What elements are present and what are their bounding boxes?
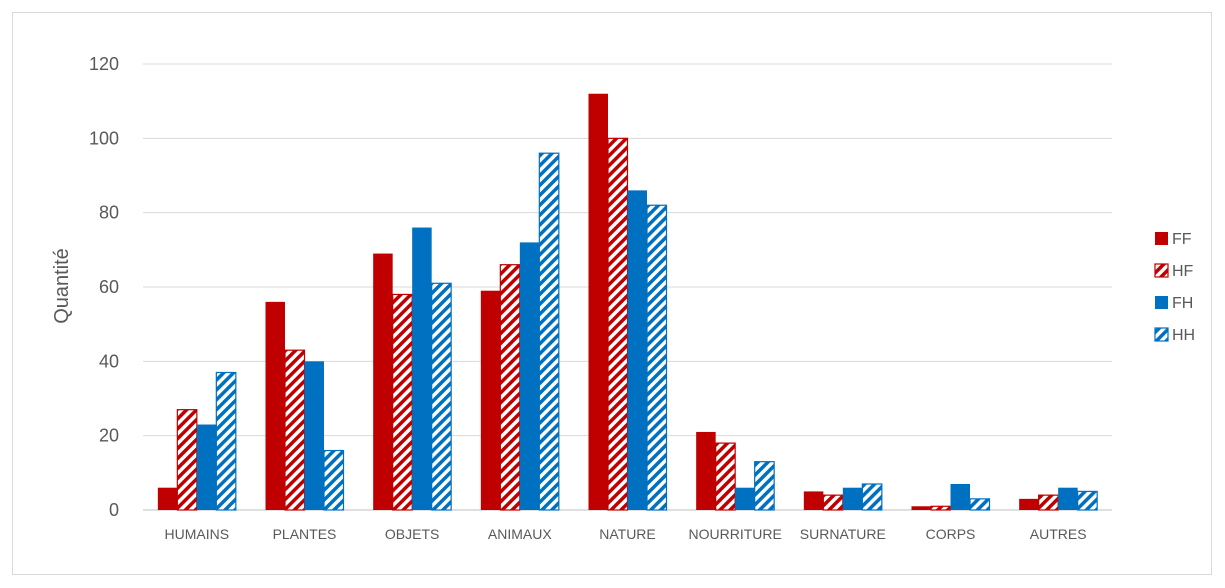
bar-fh-corps — [950, 483, 970, 510]
bar-hh-objets — [431, 282, 452, 511]
bar-fh-animaux — [519, 242, 540, 510]
y-tick-label: 60 — [99, 277, 119, 297]
bar-fh-plantes — [304, 361, 324, 510]
legend-label-hf: HF — [1172, 263, 1194, 280]
x-tick-label: HUMAINS — [165, 526, 230, 542]
x-tick-label: ANIMAUX — [488, 526, 552, 542]
y-axis-ticks: 0 20 40 60 80 100 120 — [89, 54, 119, 520]
bar-fh-autres — [1058, 487, 1078, 510]
bar-hf-corps — [930, 505, 952, 511]
bar-ff-surnature — [803, 491, 824, 510]
bar-hh-autres — [1077, 490, 1098, 511]
bar-hf-surnature — [822, 494, 844, 511]
x-tick-label: SURNATURE — [800, 526, 886, 542]
bar-hh-animaux — [538, 152, 560, 511]
bar-hf-animaux — [499, 264, 521, 511]
bar-hf-nourriture — [715, 442, 736, 511]
bar-hh-surnature — [861, 483, 883, 511]
x-tick-label: NATURE — [599, 526, 656, 542]
bar-ff-nature — [588, 93, 608, 510]
legend-swatch-hh — [1154, 327, 1169, 342]
bar-ff-animaux — [480, 290, 501, 510]
x-tick-label: PLANTES — [273, 526, 337, 542]
bar-hh-plantes — [323, 449, 345, 511]
bar-hf-plantes — [284, 349, 306, 511]
bar-hf-objets — [392, 293, 413, 511]
y-axis-label: Quantité — [51, 248, 73, 324]
legend-swatch-ff — [1155, 232, 1168, 245]
bar-hh-humains — [215, 371, 237, 511]
bar-fh-nourriture — [735, 487, 755, 510]
bar-hf-autres — [1038, 494, 1059, 511]
bar-hh-corps — [969, 498, 991, 511]
bar-fh-objets — [412, 227, 432, 511]
bar-fh-humains — [196, 424, 217, 510]
bar-ff-objets — [373, 253, 393, 511]
bar-fh-surnature — [842, 487, 863, 510]
y-tick-label: 100 — [89, 128, 119, 148]
bar-hf-nature — [607, 137, 629, 511]
legend-label-fh: FH — [1172, 295, 1193, 312]
x-tick-label: OBJETS — [385, 526, 439, 542]
x-tick-label: NOURRITURE — [688, 526, 781, 542]
legend: FF HF FH HH — [1154, 231, 1195, 344]
x-axis-labels: HUMAINS PLANTES OBJETS ANIMAUX NATURE NOURRIT… — [165, 526, 1087, 542]
x-tick-label: AUTRES — [1030, 526, 1087, 542]
y-tick-label: 0 — [109, 500, 119, 520]
legend-label-hh: HH — [1172, 327, 1195, 344]
bar-ff-nourriture — [696, 431, 716, 510]
bar-ff-plantes — [265, 301, 285, 510]
y-tick-label: 20 — [99, 426, 119, 446]
legend-swatch-hf — [1154, 263, 1169, 278]
y-tick-label: 80 — [99, 203, 119, 223]
y-tick-label: 120 — [89, 54, 119, 74]
legend-swatch-fh — [1155, 296, 1168, 309]
bar-ff-humains — [157, 487, 178, 510]
bar-ff-corps — [911, 506, 931, 510]
y-tick-label: 40 — [99, 351, 119, 371]
bar-hf-humains — [176, 409, 198, 511]
bar-hh-nature — [646, 204, 668, 511]
bar-hh-nourriture — [754, 461, 775, 511]
bar-ff-autres — [1019, 498, 1039, 510]
bars — [157, 93, 1098, 511]
x-tick-label: CORPS — [926, 526, 976, 542]
bar-fh-nature — [627, 190, 647, 510]
legend-label-ff: FF — [1172, 231, 1192, 248]
